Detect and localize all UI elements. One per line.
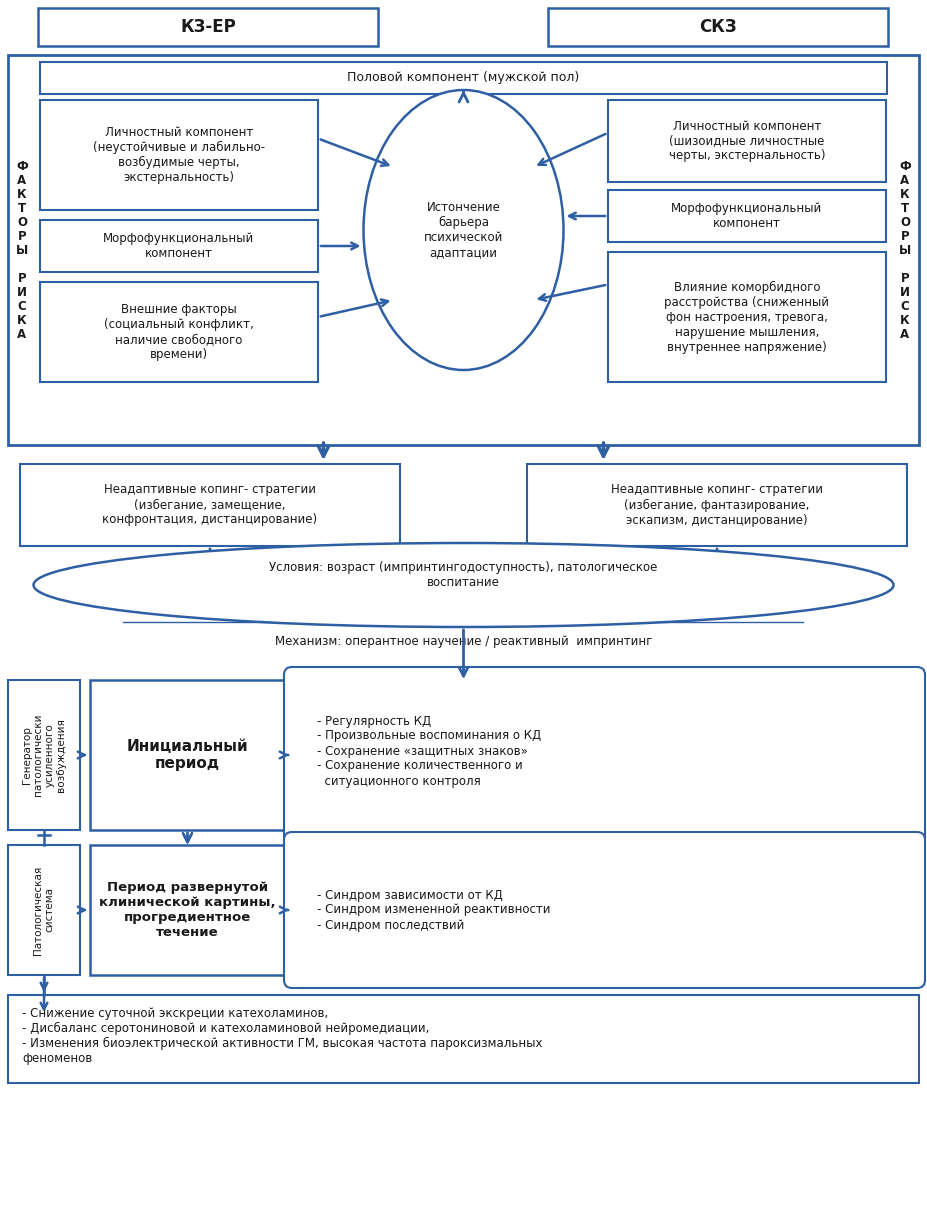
Ellipse shape <box>33 543 894 627</box>
Text: - Регулярность КД
- Произвольные воспоминания о КД
- Сохранение «защитных знаков: - Регулярность КД - Произвольные воспоми… <box>317 715 541 787</box>
Text: Личностный компонент
(неустойчивые и лабильно-
возбудимые черты,
экстернальность: Личностный компонент (неустойчивые и лаб… <box>93 126 265 184</box>
Text: Генератор
патологически
усиленного
возбуждения: Генератор патологически усиленного возбу… <box>21 714 67 797</box>
Bar <box>8 845 80 975</box>
Bar <box>40 282 318 382</box>
Bar <box>548 9 888 46</box>
Text: - Снижение суточной экскреции катехоламинов,
- Дисбаланс серотониновой и катехол: - Снижение суточной экскреции катехолами… <box>22 1006 542 1065</box>
Bar <box>527 464 907 547</box>
Text: Неадаптивные копинг- стратегии
(избегание, замещение,
конфронтация, дистанцирова: Неадаптивные копинг- стратегии (избегани… <box>103 483 318 527</box>
Text: Ф
А
К
Т
О
Р
Ы
 
Р
И
С
К
А: Ф А К Т О Р Ы Р И С К А <box>16 160 28 340</box>
Bar <box>8 55 919 445</box>
Bar <box>8 680 80 830</box>
FancyBboxPatch shape <box>284 832 925 988</box>
Bar <box>608 253 886 382</box>
Ellipse shape <box>363 90 564 370</box>
Text: Влияние коморбидного
расстройства (сниженный
фон настроения, тревога,
нарушение : Влияние коморбидного расстройства (сниже… <box>665 281 830 354</box>
Text: Личностный компонент
(шизоидные личностные
черты, экстернальность): Личностный компонент (шизоидные личностн… <box>668 120 825 162</box>
Text: - Синдром зависимости от КД
- Синдром измененной реактивности
- Синдром последст: - Синдром зависимости от КД - Синдром из… <box>317 888 551 932</box>
Text: Патологическая
система: Патологическая система <box>33 865 55 954</box>
Text: Период развернутой
клинической картины,
прогредиентное
течение: Период развернутой клинической картины, … <box>99 881 276 939</box>
Text: Истончение
барьера
психической
адаптации: Истончение барьера психической адаптации <box>424 201 503 259</box>
Bar <box>40 220 318 272</box>
Text: Морфофункциональный
компонент: Морфофункциональный компонент <box>671 203 822 231</box>
Text: КЗ-ЕР: КЗ-ЕР <box>180 18 235 37</box>
Text: Морфофункциональный
компонент: Морфофункциональный компонент <box>104 232 255 260</box>
Text: Инициальный
период: Инициальный период <box>127 739 248 771</box>
Text: Внешние факторы
(социальный конфликт,
наличие свободного
времени): Внешние факторы (социальный конфликт, на… <box>104 303 254 361</box>
Text: СКЗ: СКЗ <box>699 18 737 37</box>
Bar <box>608 190 886 242</box>
Text: Условия: возраст (импринтингодоступность), патологическое
воспитание: Условия: возраст (импринтингодоступность… <box>270 561 657 589</box>
Bar <box>40 100 318 210</box>
Bar <box>38 9 378 46</box>
Bar <box>608 100 886 182</box>
Text: Механизм: оперантное научение / реактивный  импринтинг: Механизм: оперантное научение / реактивн… <box>274 634 653 648</box>
Text: Неадаптивные копинг- стратегии
(избегание, фантазирование,
эскапизм, дистанциров: Неадаптивные копинг- стратегии (избегани… <box>611 483 823 527</box>
Bar <box>40 62 887 94</box>
FancyBboxPatch shape <box>284 667 925 845</box>
Text: Половой компонент (мужской пол): Половой компонент (мужской пол) <box>348 72 579 84</box>
Bar <box>8 996 919 1083</box>
Bar <box>90 680 285 830</box>
Text: Ф
А
К
Т
О
Р
Ы
 
Р
И
С
К
А: Ф А К Т О Р Ы Р И С К А <box>899 160 911 340</box>
Bar <box>20 464 400 547</box>
Bar <box>90 845 285 975</box>
